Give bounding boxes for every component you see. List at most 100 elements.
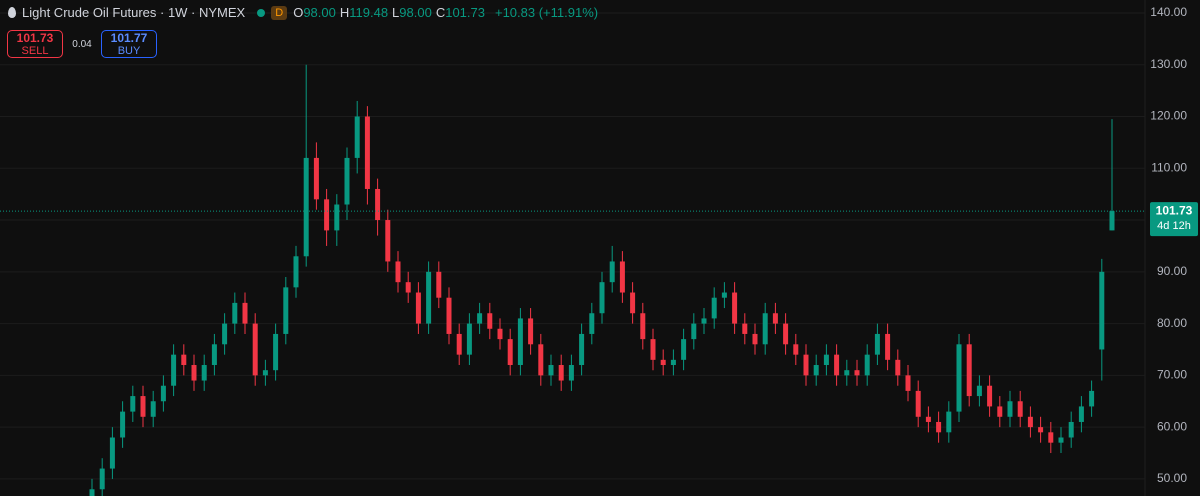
candle-body xyxy=(1058,437,1064,443)
candle-body xyxy=(487,313,493,329)
candle-body xyxy=(987,385,993,407)
candle-body xyxy=(160,385,166,402)
candle-body xyxy=(946,411,952,433)
sell-price: 101.73 xyxy=(16,31,54,45)
candle-body xyxy=(905,375,911,391)
candle-body xyxy=(844,370,850,376)
header: Light Crude Oil Futures · 1W · NYMEX D O… xyxy=(8,5,602,20)
candle-body xyxy=(324,199,330,231)
candle-body xyxy=(283,287,289,334)
y-tick-label: 120.00 xyxy=(1150,109,1187,123)
candle-body xyxy=(854,370,860,376)
candle-body xyxy=(660,359,666,366)
ohlc-key: H xyxy=(339,5,350,20)
ohlc-value: 98.00 xyxy=(303,5,336,20)
candle-body xyxy=(721,292,727,298)
candle-body xyxy=(783,323,789,345)
candle-body xyxy=(650,339,656,360)
y-tick-label: 90.00 xyxy=(1157,264,1187,278)
candle-body xyxy=(548,365,554,376)
candle-body xyxy=(130,396,136,412)
candle-body xyxy=(1027,416,1033,428)
candle-body xyxy=(558,365,564,381)
candle-body xyxy=(885,333,891,360)
ohlc-value: 119.48 xyxy=(349,5,389,20)
candle-body xyxy=(976,385,982,397)
candle-body xyxy=(874,333,880,355)
candle-body xyxy=(436,271,442,298)
sell-button[interactable]: 101.73 SELL xyxy=(7,30,63,58)
candle-body xyxy=(1109,211,1115,231)
buy-label: BUY xyxy=(117,45,141,57)
candle-body xyxy=(762,313,768,345)
candle-body xyxy=(466,323,472,355)
candle-body xyxy=(313,157,319,200)
candle-body xyxy=(895,359,901,376)
candle-body xyxy=(242,302,248,324)
last-price-tag xyxy=(1150,202,1198,237)
candle-body xyxy=(813,365,819,376)
candle-body xyxy=(793,344,799,355)
candle-body xyxy=(752,333,758,345)
candle-body xyxy=(670,359,676,366)
candle-body xyxy=(426,271,432,324)
candle-body xyxy=(385,220,391,262)
ohlc: O98.00 H119.48 L98.00 C101.73 xyxy=(293,5,489,20)
y-tick-label: 70.00 xyxy=(1157,368,1187,382)
candle-body xyxy=(222,323,228,345)
candle-body xyxy=(99,468,105,490)
candle-body xyxy=(334,204,340,231)
candle-body xyxy=(1038,427,1044,433)
candle-body xyxy=(273,333,279,371)
candle-body xyxy=(364,116,370,189)
candle-body xyxy=(732,292,738,324)
candle-body xyxy=(742,323,748,334)
candle-body xyxy=(150,401,156,417)
candle-body xyxy=(1078,406,1084,422)
candle-body xyxy=(834,354,840,376)
symbol-icon xyxy=(8,7,16,18)
candle-body xyxy=(517,318,523,366)
candle-body xyxy=(395,261,401,283)
candle-body xyxy=(772,313,778,324)
candle-body xyxy=(701,318,707,324)
candle-body xyxy=(936,421,942,433)
candle-body xyxy=(1089,390,1095,407)
candle-body xyxy=(293,256,299,288)
candle-body xyxy=(579,333,585,366)
candle-body xyxy=(252,323,258,376)
y-tick-label: 130.00 xyxy=(1150,57,1187,71)
change: +10.83 (+11.91%) xyxy=(494,5,599,20)
countdown-label: 4d 12h xyxy=(1157,220,1191,232)
candle-body xyxy=(456,333,462,355)
candle-body xyxy=(405,282,411,293)
candle-body xyxy=(171,354,177,386)
candle-body xyxy=(630,292,636,314)
symbol-title[interactable]: Light Crude Oil Futures · 1W · NYMEX xyxy=(22,5,246,20)
candle-body xyxy=(915,390,921,417)
candle-body xyxy=(89,489,95,496)
candle-body xyxy=(201,365,207,381)
candle-body xyxy=(538,344,544,376)
sell-label: SELL xyxy=(21,45,49,57)
candle-body xyxy=(956,344,962,412)
y-tick-label: 50.00 xyxy=(1157,471,1187,485)
candle-body xyxy=(262,370,268,376)
ohlc-key: C xyxy=(435,5,446,20)
candle-body xyxy=(507,339,513,366)
candle-body xyxy=(1048,432,1054,443)
trade-panel: 101.73 SELL 0.04 101.77 BUY xyxy=(7,30,157,58)
candle-body xyxy=(415,292,421,324)
candle-body xyxy=(109,437,115,469)
candle-body xyxy=(1099,271,1105,350)
buy-button[interactable]: 101.77 BUY xyxy=(101,30,157,58)
candle-body xyxy=(640,313,646,340)
candle-body xyxy=(477,313,483,324)
candle-body xyxy=(120,411,126,438)
candle-body xyxy=(619,261,625,293)
candle-body xyxy=(711,297,717,319)
candle-body xyxy=(528,318,534,345)
candle-body xyxy=(823,354,829,366)
